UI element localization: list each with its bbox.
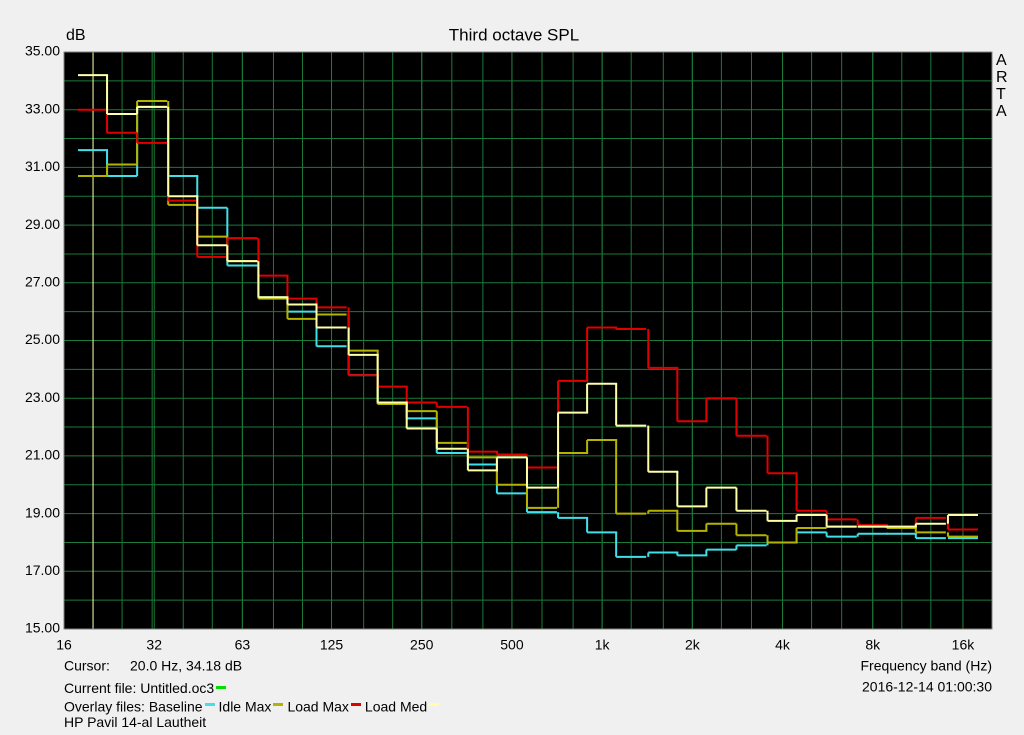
y-tick-label: 17.00 — [25, 562, 60, 578]
legend: Overlay files: Baseline Idle Max Load Max L… — [64, 697, 443, 714]
y-tick-label: 19.00 — [25, 504, 60, 520]
x-tick-label: 500 — [500, 637, 524, 653]
x-tick-label: 32 — [146, 637, 162, 653]
legend-swatch — [273, 703, 284, 707]
x-tick-label: 16k — [952, 637, 976, 653]
x-tick-label: 1k — [595, 637, 611, 653]
overlay-label: Overlay files: — [64, 698, 145, 715]
x-axis-label: Frequency band (Hz) — [860, 658, 992, 674]
x-tick-label: 16 — [56, 637, 72, 653]
legend-swatch — [350, 703, 361, 707]
current-file: Current file: Untitled.oc3 — [64, 680, 230, 696]
y-tick-label: 27.00 — [25, 274, 60, 290]
y-tick-label: 29.00 — [25, 216, 60, 232]
grid — [63, 51, 992, 630]
y-tick-label: 21.00 — [25, 447, 60, 463]
caption: HP Pavil 14-al Lautheit — [64, 714, 207, 730]
watermark: ARTA — [996, 52, 1008, 120]
legend-swatch — [204, 703, 215, 707]
legend-label: Load Max — [287, 698, 349, 715]
legend-label: Load Med — [364, 698, 428, 715]
legend-label: Idle Max — [218, 698, 272, 715]
current-file-text: Current file: Untitled.oc3 — [64, 680, 215, 696]
cursor-readout: 20.0 Hz, 34.18 dB — [130, 658, 242, 674]
y-tick-label: 15.00 — [25, 620, 60, 636]
timestamp: 2016-12-14 01:00:30 — [862, 679, 992, 695]
legend-swatch — [429, 703, 440, 707]
y-tick-label: 35.00 — [25, 43, 60, 59]
cursor-label: Cursor: — [64, 658, 110, 674]
x-tick-label: 250 — [410, 637, 434, 653]
x-tick-label: 125 — [320, 637, 344, 653]
plot — [78, 52, 978, 629]
plot-frame — [63, 51, 993, 630]
x-tick-label: 8k — [865, 637, 881, 653]
y-tick-label: 23.00 — [25, 389, 60, 405]
series — [78, 74, 978, 528]
y-tick-label: 25.00 — [25, 331, 60, 347]
y-tick-label: 33.00 — [25, 100, 60, 116]
current-file-swatch — [216, 686, 227, 690]
legend-label: Baseline — [148, 698, 203, 715]
x-tick-label: 4k — [775, 637, 791, 653]
x-tick-label: 2k — [685, 637, 701, 653]
chart-title: Third octave SPL — [449, 25, 579, 44]
y-axis-label: dB — [66, 27, 86, 44]
x-tick-label: 63 — [235, 637, 251, 653]
y-tick-label: 31.00 — [25, 158, 60, 174]
